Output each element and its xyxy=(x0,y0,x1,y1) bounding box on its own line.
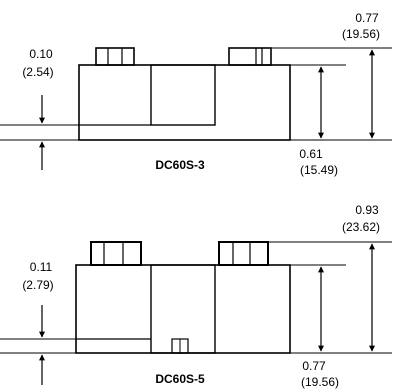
body-height-in: 0.61 xyxy=(299,147,323,161)
component-body xyxy=(75,264,291,354)
pin-offset-mm: (2.79) xyxy=(22,278,53,292)
body-height-mm: (19.56) xyxy=(301,375,339,389)
pin-offset-mm: (2.54) xyxy=(22,65,53,79)
total-height-in: 0.77 xyxy=(355,11,379,25)
body-height-in: 0.77 xyxy=(302,359,326,373)
center-block xyxy=(150,264,216,354)
total-height-in: 0.93 xyxy=(355,203,379,217)
total-height-mm: (23.62) xyxy=(342,220,380,234)
component-body xyxy=(78,64,291,141)
labels-dc60s-5: 0.93 (23.62) 0.77 (19.56) 0.11 (2.79) DC… xyxy=(22,203,380,389)
part-name: DC60S-3 xyxy=(155,158,205,172)
total-height-mm: (19.56) xyxy=(342,27,380,41)
drawing-dc60s-5 xyxy=(0,241,392,385)
body-height-mm: (15.49) xyxy=(300,163,338,177)
labels-dc60s-3: 0.77 (19.56) 0.61 (15.49) 0.10 (2.54) DC… xyxy=(22,11,380,177)
right-tab xyxy=(218,241,269,266)
center-block xyxy=(150,64,216,126)
right-tab xyxy=(228,47,272,66)
left-tab xyxy=(90,241,142,266)
pin-offset-in: 0.11 xyxy=(30,260,53,274)
pin-offset-in: 0.10 xyxy=(29,47,53,61)
part-name: DC60S-5 xyxy=(155,372,205,386)
left-tab xyxy=(95,47,135,66)
drawing-dc60s-3 xyxy=(0,47,392,170)
